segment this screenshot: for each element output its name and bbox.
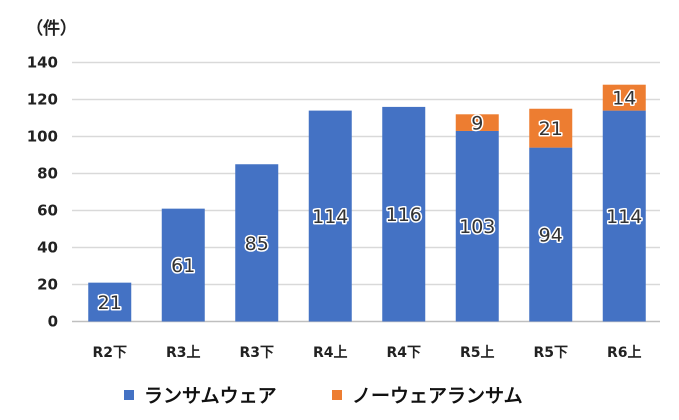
y-tick-label: 100 — [27, 128, 58, 146]
legend: ランサムウェア ノーウェアランサム — [124, 385, 523, 407]
bar-noware — [529, 108, 573, 148]
bar-ransomware — [382, 106, 426, 322]
data-label: 85 — [245, 233, 269, 255]
y-tick-label: 40 — [37, 239, 58, 257]
bar-noware — [455, 114, 499, 131]
data-label: 114 — [606, 206, 642, 228]
bar-ransomware — [308, 110, 352, 322]
x-tick-label: R3上 — [166, 345, 201, 361]
y-tick-label: 120 — [27, 91, 58, 109]
data-label: 21 — [539, 118, 563, 140]
y-tick-label: 60 — [37, 202, 58, 220]
x-tick-label: R4下 — [386, 345, 421, 361]
x-tick-label: R5上 — [460, 345, 495, 361]
data-label: 103 — [459, 216, 495, 238]
y-tick-label: 20 — [37, 276, 58, 294]
y-tick-label: 80 — [37, 165, 58, 183]
bar-ransomware — [235, 164, 279, 322]
bar-ransomware — [161, 208, 205, 322]
data-label: 114 — [312, 206, 348, 228]
bars — [88, 84, 646, 322]
bar-ransomware — [529, 147, 573, 322]
legend-swatch-noware — [332, 390, 342, 400]
y-tick-label: 0 — [48, 313, 58, 331]
bar-ransomware — [88, 282, 132, 322]
x-tick-label: R4上 — [313, 345, 348, 361]
unit-label: （件） — [26, 18, 77, 39]
legend-swatch-ransomware — [124, 390, 134, 400]
data-label: 21 — [98, 292, 122, 314]
y-axis: 0 20 40 60 80 100 120 140 — [27, 54, 58, 331]
data-label: 116 — [386, 204, 422, 226]
legend-label-ransomware: ランサムウェア — [144, 385, 277, 407]
x-axis: R2下 R3上 R3下 R4上 R4下 R5上 R5下 R6上 — [92, 345, 641, 361]
x-tick-label: R5下 — [533, 345, 568, 361]
x-tick-label: R2下 — [92, 345, 127, 361]
legend-label-noware: ノーウェアランサム — [352, 385, 523, 407]
data-label: 14 — [612, 88, 636, 110]
y-tick-label: 140 — [27, 54, 58, 72]
x-tick-label: R6上 — [607, 345, 642, 361]
x-tick-label: R3下 — [239, 345, 274, 361]
data-labels: 21 61 85 114 116 103 9 94 21 114 14 — [96, 86, 644, 315]
data-label: 94 — [539, 225, 563, 247]
data-label: 61 — [171, 255, 195, 277]
bar-ransomware — [455, 130, 499, 322]
data-label: 9 — [471, 113, 483, 135]
bar-ransomware — [602, 110, 646, 322]
bar-noware — [602, 84, 646, 111]
